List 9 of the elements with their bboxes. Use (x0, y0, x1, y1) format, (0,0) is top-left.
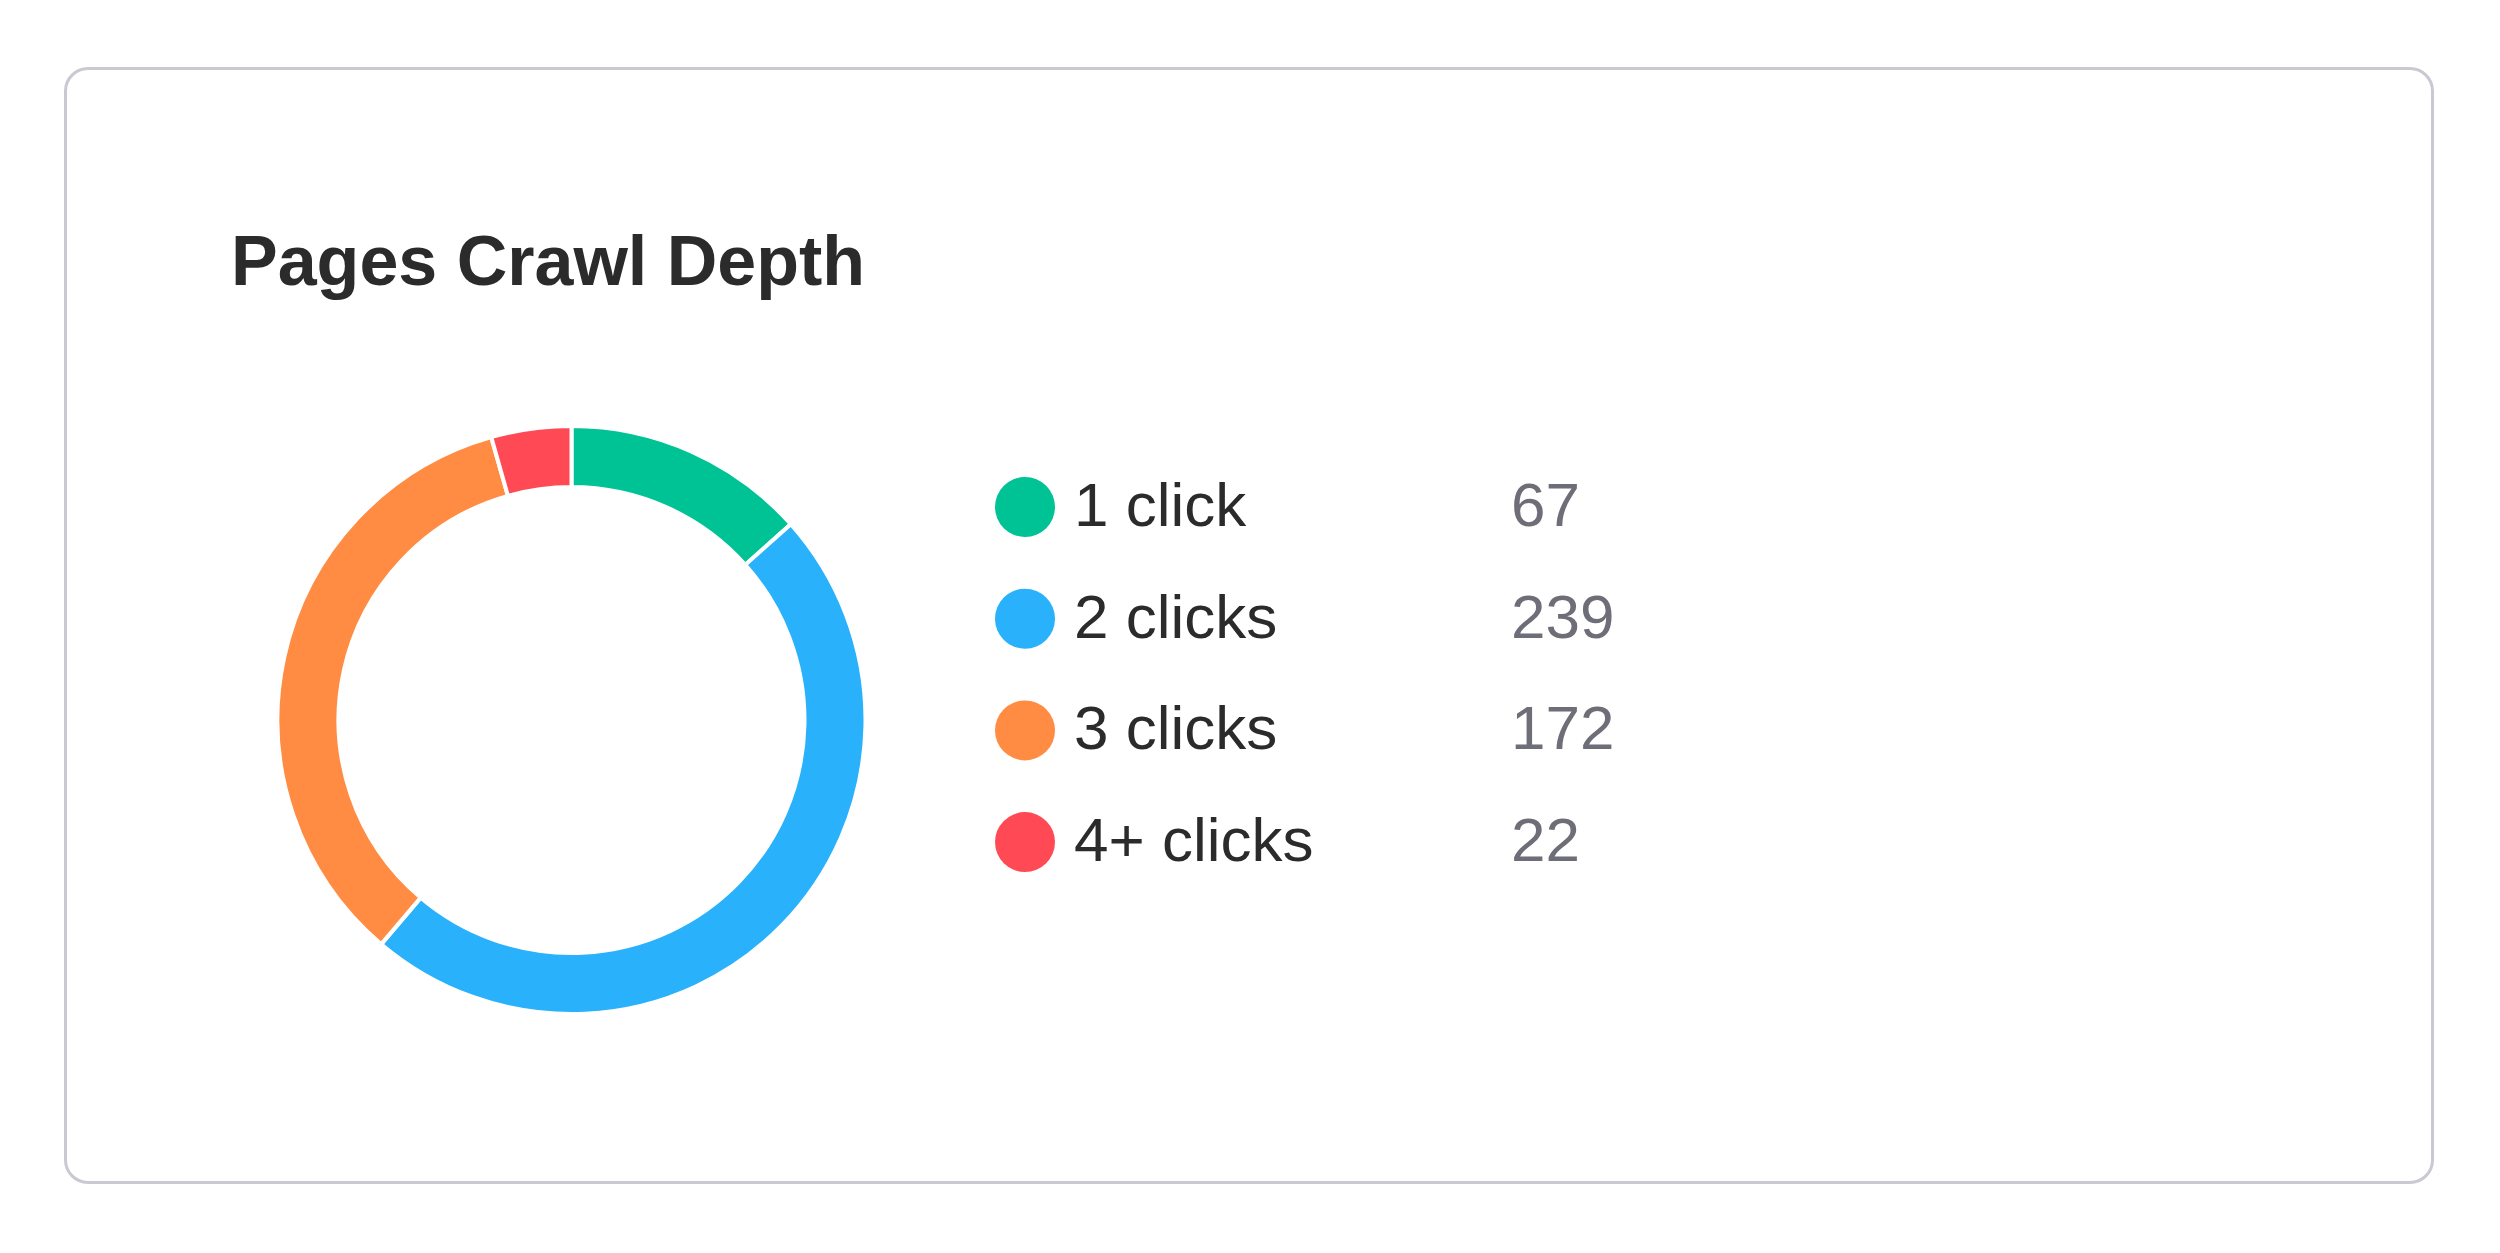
chart-title: Pages Crawl Depth (231, 222, 866, 300)
data-label: 67 (1511, 470, 1580, 539)
legend-label: 3 clicks (1074, 693, 1278, 763)
data-label: 172 (1511, 693, 1615, 763)
legend-label: 1 click (1074, 470, 1248, 539)
data-label: 22 (1511, 805, 1580, 875)
legend-label: 2 clicks (1074, 581, 1278, 651)
data-label: 239 (1511, 581, 1615, 651)
legend-label: 4+ clicks (1074, 805, 1314, 875)
